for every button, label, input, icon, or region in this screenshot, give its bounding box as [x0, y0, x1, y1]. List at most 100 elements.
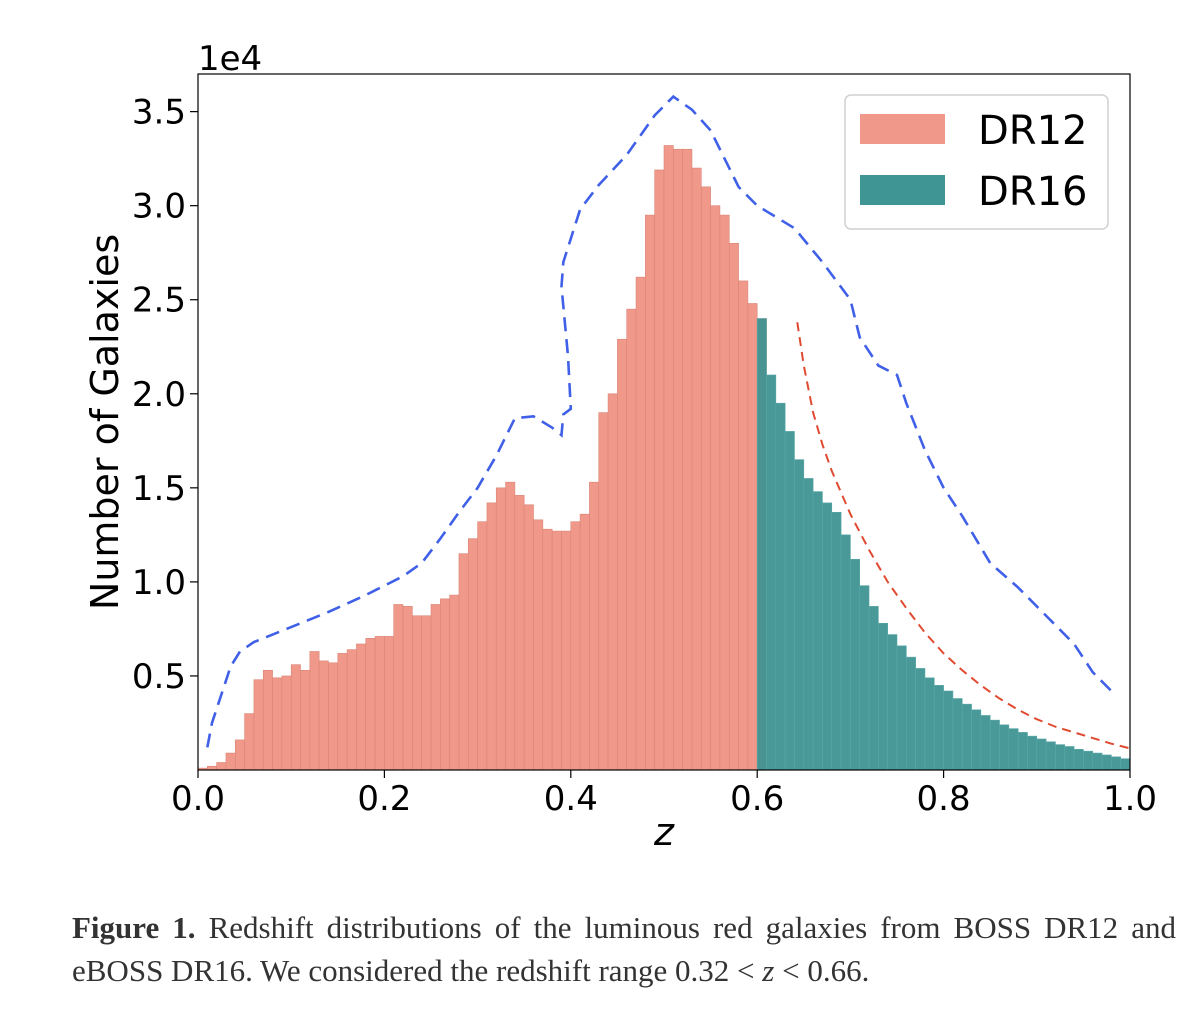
dr12-bar: [728, 243, 739, 771]
dr12-bar: [589, 481, 600, 771]
dr12-bar: [645, 214, 655, 771]
legend: DR12 DR16: [844, 94, 1109, 230]
dr12-bar: [551, 530, 562, 771]
dr12-bar: [440, 598, 450, 771]
caption-text-2: < 0.66.: [774, 953, 870, 988]
dr12-bar: [505, 481, 516, 771]
dr16-bar: [1092, 752, 1103, 771]
dr16-bar: [1036, 738, 1047, 771]
dr12-bar: [579, 513, 590, 771]
y-tick-label: 1.5: [132, 469, 186, 509]
dr12-bar: [533, 519, 544, 771]
dr16-bar: [1101, 754, 1112, 771]
legend-swatch-dr12: [860, 114, 945, 144]
dr12-bar: [673, 148, 683, 771]
dr16-bar: [868, 606, 879, 771]
dr16-bar: [1027, 735, 1038, 771]
dr12-bar: [617, 338, 628, 771]
x-tick-label: 1.0: [1103, 779, 1157, 819]
x-axis-label: z: [653, 810, 675, 854]
dr16-bar: [812, 491, 823, 771]
dr12-bar: [654, 169, 665, 771]
dr12-bar: [449, 594, 460, 771]
y-axis-label: Number of Galaxies: [83, 234, 127, 610]
dr16-bar: [1111, 756, 1121, 771]
dr16-bar: [961, 703, 972, 771]
dr12-bar: [300, 669, 311, 771]
redshift-histogram-chart: 0.0 0.2 0.4 0.6 0.8 1.0 0.5 1.0 1.5 2.0 2.5 3.0 3.5…: [83, 39, 1157, 854]
dr16-bar: [989, 719, 1000, 771]
dr12-bar: [356, 643, 367, 771]
dr12-bar: [700, 186, 711, 771]
dr12-bar: [262, 669, 273, 771]
dr12-bar: [384, 636, 395, 771]
x-tick-label: 0.2: [357, 779, 411, 819]
dr12-bar: [337, 653, 348, 771]
dr12-bar: [430, 604, 441, 771]
dr16-bar: [859, 585, 870, 771]
caption-var: z: [762, 953, 775, 988]
dr12-bar: [309, 651, 320, 771]
y-tick-label: 2.5: [132, 281, 186, 321]
dr12-bar: [477, 521, 488, 771]
dr16-bar: [775, 402, 786, 771]
dr12-bar: [598, 412, 609, 771]
dr12-bar: [682, 148, 693, 771]
caption-text-1: Redshift distributions of the luminous r…: [72, 910, 1176, 988]
dr12-bar: [244, 713, 255, 771]
dr16-bar: [831, 511, 842, 771]
dr12-bar: [607, 393, 618, 771]
red-dashed-curve: [796, 322, 1131, 750]
dr12-bar: [225, 752, 236, 771]
dr12-bar: [421, 615, 432, 771]
dr16-bar: [906, 656, 916, 771]
dr16-bar: [840, 534, 851, 771]
dr12-bar: [253, 679, 264, 771]
dr16-bar: [1017, 732, 1028, 771]
dr12-bar: [467, 538, 478, 771]
dr12-bar: [281, 675, 292, 771]
x-tick-label: 0.6: [730, 779, 784, 819]
blue-dashed-curve: [206, 94, 1113, 748]
dr12-bar: [635, 276, 646, 771]
x-axis-ticks: 0.0 0.2 0.4 0.6 0.8 1.0: [171, 770, 1157, 819]
legend-label-dr16: DR16: [978, 169, 1088, 215]
legend-swatch-dr16: [860, 175, 945, 205]
dr16-bar: [971, 709, 982, 771]
y-tick-label: 0.5: [132, 657, 186, 697]
dr12-bars: [197, 145, 767, 771]
dr16-bar: [933, 685, 944, 771]
dr12-bar: [561, 530, 572, 771]
dr12-bar: [393, 604, 404, 771]
dr12-bar: [328, 662, 339, 771]
dr12-bar: [216, 762, 227, 771]
dr16-bar: [850, 559, 861, 771]
dr12-bar: [272, 677, 283, 771]
dr16-bar: [803, 478, 814, 771]
dr16-bar: [784, 431, 795, 771]
dr12-bar: [290, 664, 301, 771]
figure-caption: Figure 1. Redshift distributions of the …: [72, 906, 1176, 992]
dr12-bar: [486, 502, 497, 771]
dr12-bar: [570, 521, 581, 771]
dr12-bar: [402, 606, 413, 771]
x-tick-label: 0.4: [544, 779, 598, 819]
dr12-bar: [691, 167, 702, 771]
x-tick-label: 0.0: [171, 779, 225, 819]
dr12-bar: [374, 636, 385, 771]
dr16-bar: [915, 668, 926, 771]
dr16-bar: [756, 318, 767, 771]
dr16-bar: [1083, 750, 1094, 771]
dr12-bar: [523, 504, 534, 771]
dr12-bar: [747, 303, 758, 771]
dr12-bar: [626, 308, 637, 771]
dr12-bar: [234, 739, 245, 771]
dr16-bar: [896, 645, 907, 771]
dr16-bar: [999, 724, 1010, 771]
y-tick-label: 3.0: [132, 187, 186, 227]
dr12-bar: [663, 145, 674, 771]
dr12-bar: [542, 528, 553, 771]
legend-label-dr12: DR12: [978, 108, 1088, 154]
dr16-bar: [952, 698, 963, 771]
y-offset-label: 1e4: [198, 39, 262, 79]
